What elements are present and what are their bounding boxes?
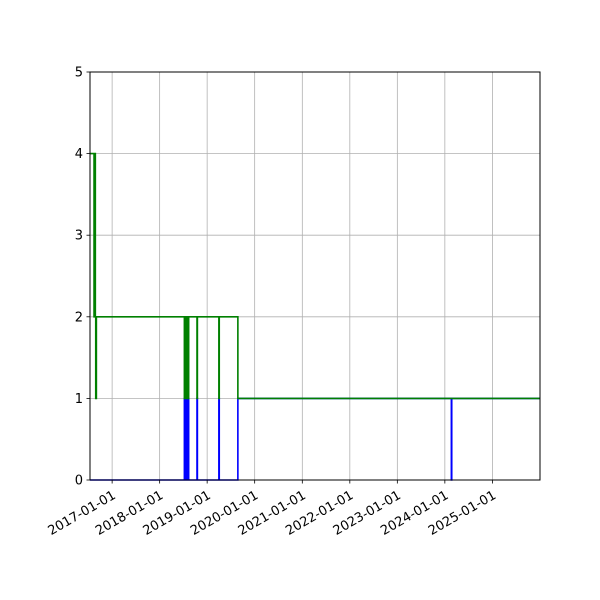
y-tick-label: 3 [75,229,83,244]
y-tick-label: 5 [75,66,83,81]
y-tick-label: 4 [75,147,83,162]
y-tick-label: 0 [75,474,83,489]
plot-area-background [90,72,540,480]
y-tick-label: 1 [75,392,83,407]
y-tick-label: 2 [75,310,83,325]
series-line-2 [90,152,540,400]
plot-area-frame [89,71,541,481]
